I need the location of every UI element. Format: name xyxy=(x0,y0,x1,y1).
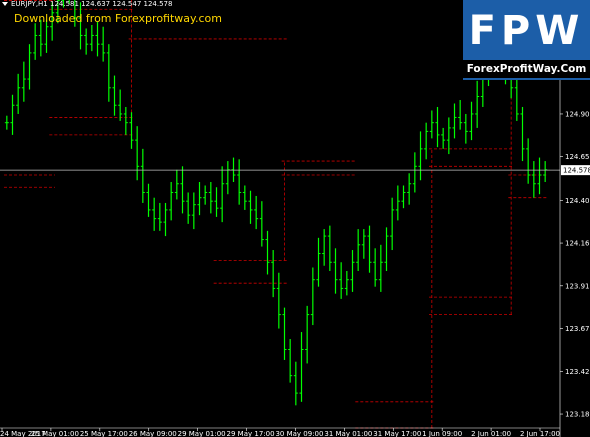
current-price-box xyxy=(561,165,590,176)
time-tick-label: 1 Jun 09:00 xyxy=(422,430,462,437)
price-tick-label: 123.180 xyxy=(565,411,590,419)
time-tick-label: 25 May 17:00 xyxy=(80,430,128,437)
price-bars xyxy=(4,0,548,406)
fpw-logo: FPW ForexProfitWay.Com xyxy=(463,0,590,80)
price-tick-label: 124.900 xyxy=(565,110,590,118)
watermark-text: Downloaded from Forexprofitway.com xyxy=(14,12,222,25)
dropdown-triangle-icon[interactable] xyxy=(2,2,8,6)
price-tick-label: 123.915 xyxy=(565,282,590,290)
current-price-label: 124.578 xyxy=(563,167,590,175)
time-tick-label: 26 May 09:00 xyxy=(129,430,177,437)
time-tick-label: 2 Jun 17:00 xyxy=(520,430,560,437)
time-tick-label: 31 May 01:00 xyxy=(324,430,372,437)
price-tick-label: 124.160 xyxy=(565,240,590,248)
time-tick-label: 30 May 09:00 xyxy=(275,430,323,437)
price-tick-label: 123.670 xyxy=(565,325,590,333)
logo-site: ForexProfitWay.Com xyxy=(463,60,590,78)
time-tick-label: 24 May 2017 xyxy=(0,430,46,437)
price-tick-label: 123.425 xyxy=(565,368,590,376)
time-tick-label: 2 Jun 01:00 xyxy=(471,430,511,437)
time-tick-label: 25 May 01:00 xyxy=(31,430,79,437)
price-tick-label: 124.405 xyxy=(565,197,590,205)
price-tick-label: 124.655 xyxy=(565,153,590,161)
symbol-info-text: EURJPY,H1 124.581 124.637 124.547 124.57… xyxy=(11,0,173,8)
time-tick-label: 31 May 17:00 xyxy=(373,430,421,437)
time-tick-label: 29 May 01:00 xyxy=(178,430,226,437)
logo-letters: FPW xyxy=(468,8,585,54)
time-tick-label: 29 May 17:00 xyxy=(227,430,275,437)
symbol-info: EURJPY,H1 124.581 124.637 124.547 124.57… xyxy=(2,0,172,8)
